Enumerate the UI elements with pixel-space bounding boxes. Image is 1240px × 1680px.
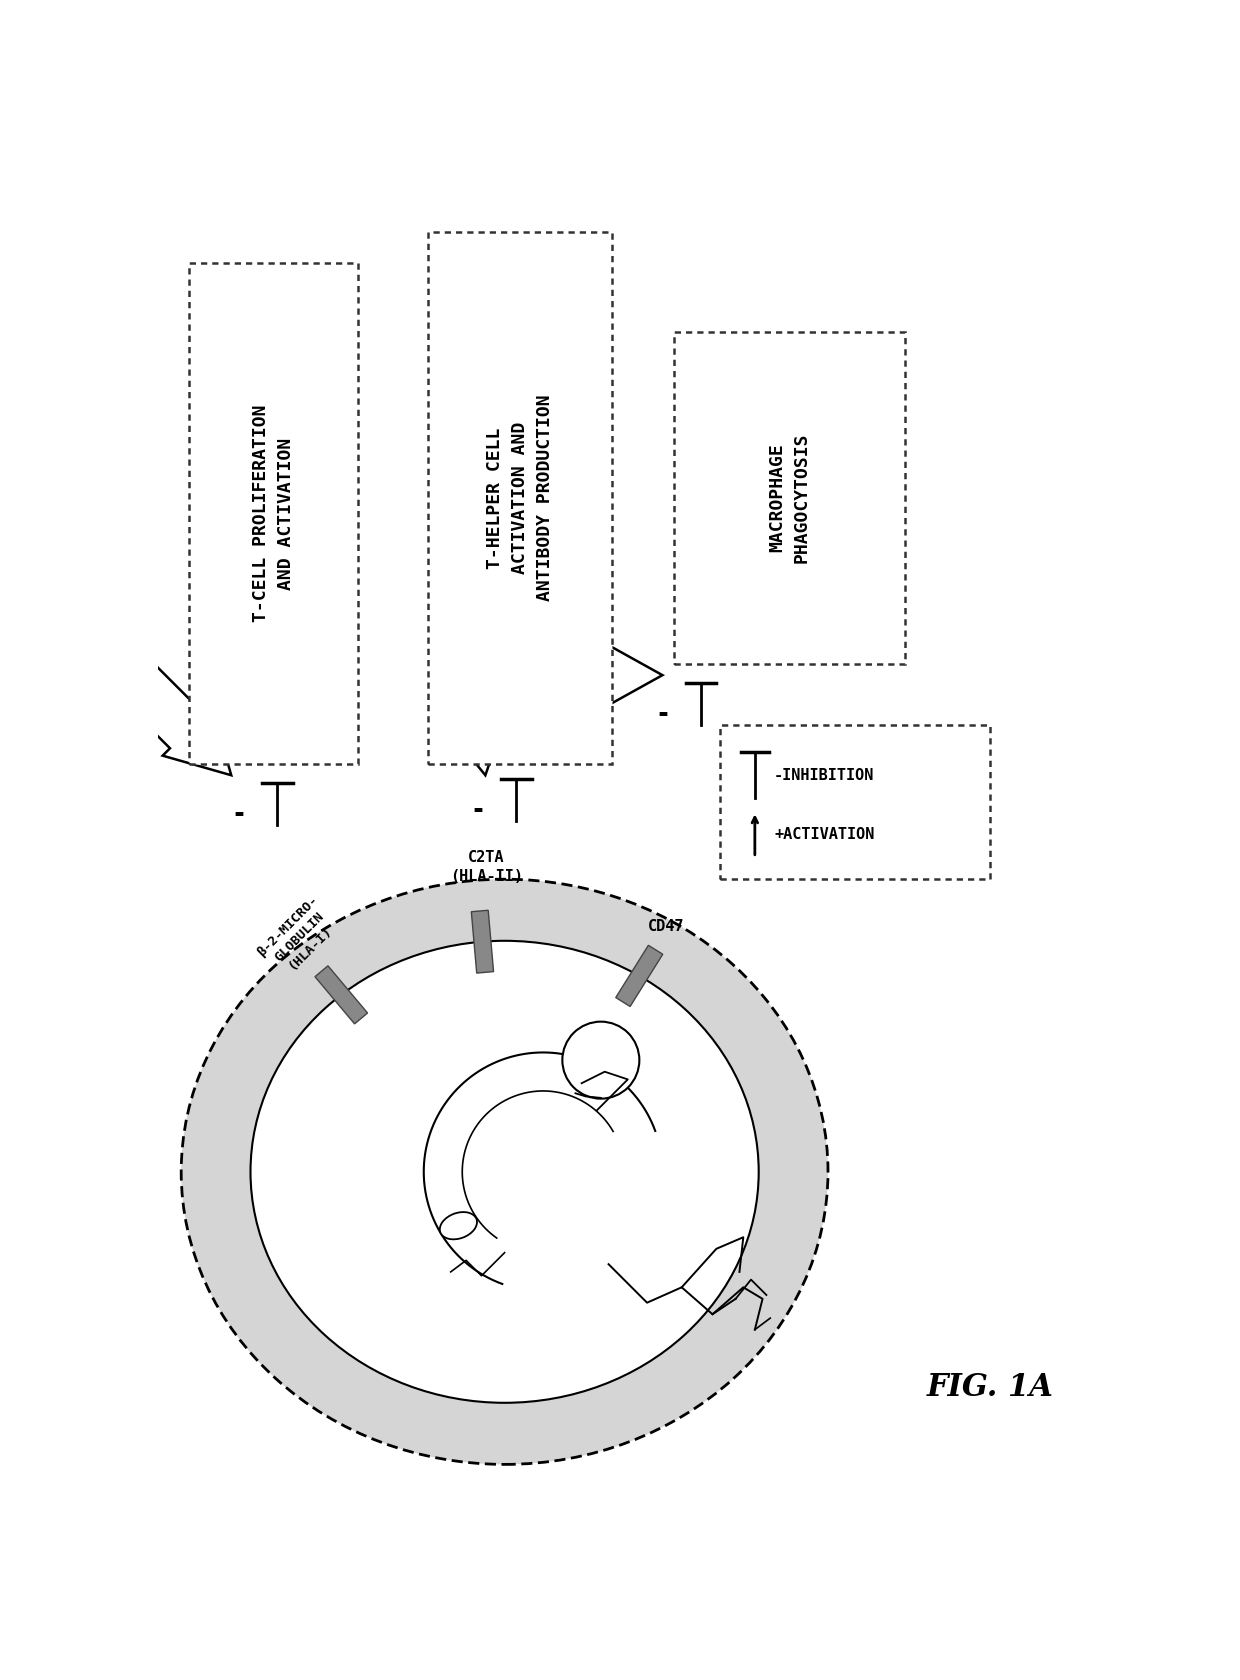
Text: -: - — [655, 702, 670, 726]
Text: T-HELPER CELL
ACTIVATION AND
ANTIBODY PRODUCTION: T-HELPER CELL ACTIVATION AND ANTIBODY PR… — [486, 395, 554, 601]
Text: -: - — [232, 801, 247, 827]
Bar — [720, 726, 990, 879]
Text: β-2-MICRO-
GLOBULIN
(HLA-I): β-2-MICRO- GLOBULIN (HLA-I) — [254, 892, 343, 981]
Polygon shape — [105, 648, 231, 774]
Text: -INHIBITION: -INHIBITION — [774, 768, 874, 783]
Text: C2TA
(HLA-II): C2TA (HLA-II) — [450, 850, 523, 884]
Polygon shape — [444, 659, 506, 774]
Ellipse shape — [250, 941, 759, 1403]
Text: -: - — [470, 798, 485, 822]
Polygon shape — [543, 645, 662, 706]
Polygon shape — [315, 966, 367, 1023]
Bar — [428, 232, 613, 764]
Ellipse shape — [440, 1211, 477, 1240]
Text: MACROPHAGE
PHAGOCYTOSIS: MACROPHAGE PHAGOCYTOSIS — [768, 433, 811, 563]
Bar — [188, 264, 358, 764]
Circle shape — [563, 1021, 640, 1099]
Polygon shape — [616, 946, 662, 1006]
Text: +ACTIVATION: +ACTIVATION — [774, 827, 874, 842]
Text: CD47: CD47 — [649, 919, 684, 934]
Text: T-CELL PROLIFERATION
AND ACTIVATION: T-CELL PROLIFERATION AND ACTIVATION — [252, 405, 295, 622]
Polygon shape — [471, 911, 494, 973]
Text: FIG. 1A: FIG. 1A — [926, 1373, 1053, 1403]
Ellipse shape — [181, 879, 828, 1465]
Bar — [675, 333, 905, 664]
